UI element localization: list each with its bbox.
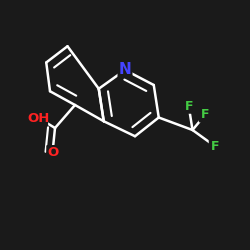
FancyBboxPatch shape — [182, 99, 195, 114]
Text: F: F — [184, 100, 193, 113]
Text: O: O — [47, 146, 58, 159]
FancyBboxPatch shape — [118, 62, 132, 78]
FancyBboxPatch shape — [46, 145, 59, 160]
FancyBboxPatch shape — [199, 108, 211, 122]
FancyBboxPatch shape — [30, 110, 48, 126]
Text: F: F — [211, 140, 219, 153]
Text: N: N — [119, 62, 132, 78]
FancyBboxPatch shape — [209, 139, 221, 154]
Text: OH: OH — [28, 112, 50, 124]
Text: F: F — [201, 108, 209, 122]
